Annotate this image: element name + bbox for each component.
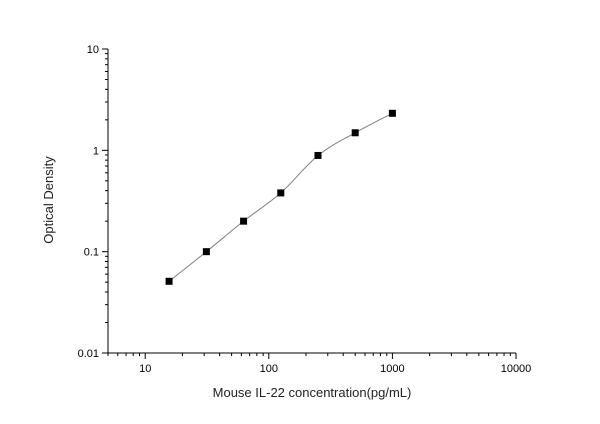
x-tick-label: 100 [260,363,278,375]
y-tick-label: 10 [87,44,99,56]
data-point [388,109,396,117]
data-point [277,189,285,197]
x-tick-label: 10000 [501,363,532,375]
data-points [165,109,396,285]
data-point [202,248,210,256]
data-point [351,129,359,137]
x-axis-label: Mouse IL-22 concentration(pg/mL) [213,385,412,400]
tick-labels: 10 100 1000 10000 0.01 0.1 1 10 [78,44,532,375]
y-tick-label: 1 [93,145,99,157]
y-axis-label: Optical Density [41,156,56,244]
x-tick-label: 10 [139,363,151,375]
x-tick-label: 1000 [380,363,404,375]
data-point [240,217,248,225]
fit-curve [168,112,393,282]
data-point [165,277,173,285]
data-point [314,151,322,159]
y-tick-label: 0.1 [84,247,99,259]
axes [102,48,517,359]
y-tick-label: 0.01 [78,348,99,360]
